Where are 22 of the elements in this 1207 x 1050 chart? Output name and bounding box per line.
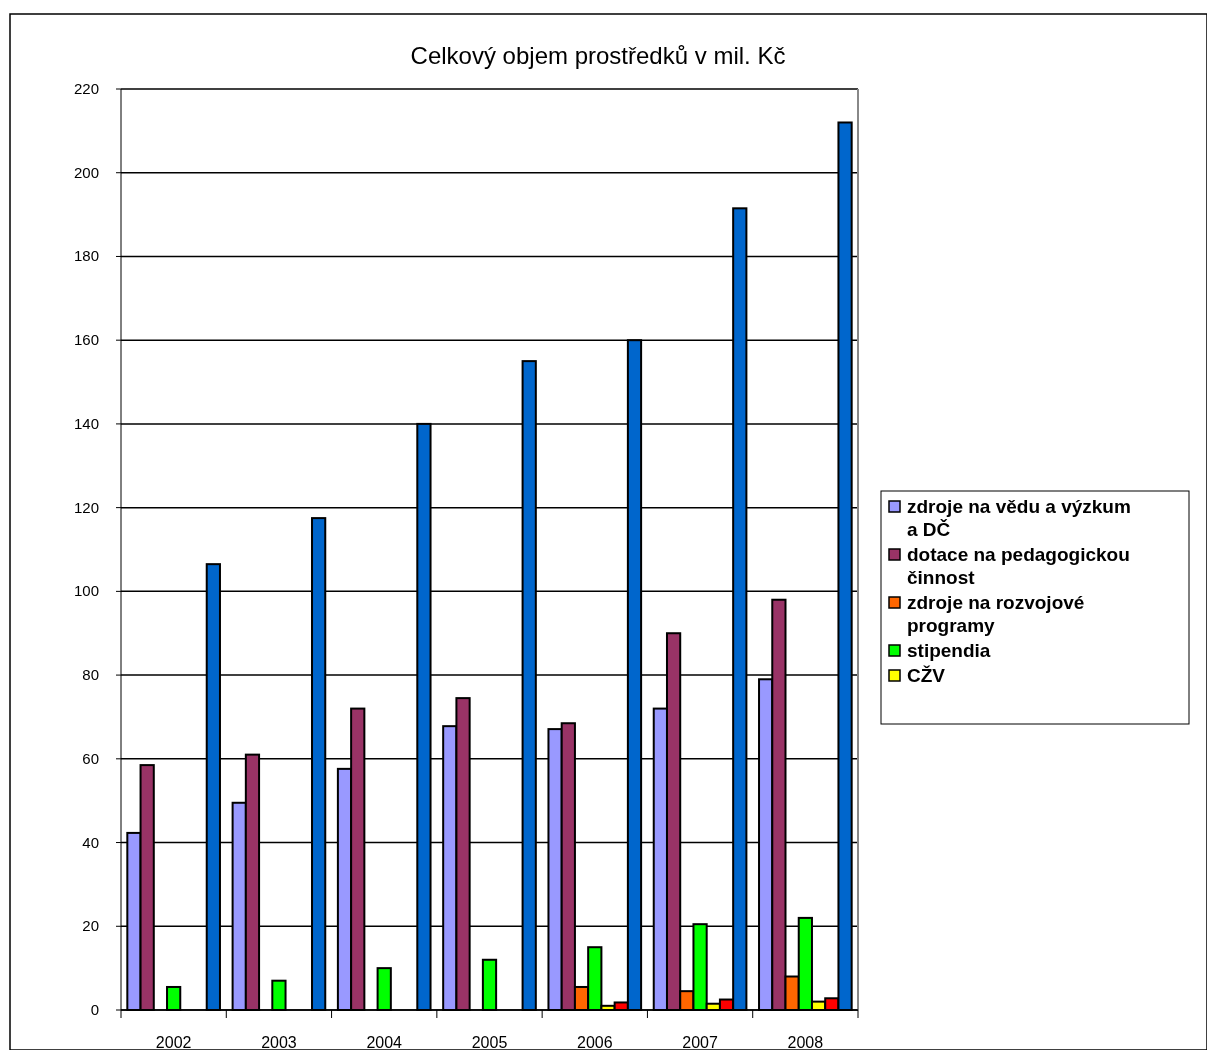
y-tick-label: 180 xyxy=(73,247,99,265)
y-tick-label: 220 xyxy=(73,80,99,97)
x-tick-label: 2008 xyxy=(787,1034,824,1050)
y-tick-label: 60 xyxy=(82,749,99,767)
x-tick-label: 2003 xyxy=(261,1034,297,1050)
x-tick-label: 2006 xyxy=(576,1034,613,1050)
legend-label: stipendia xyxy=(907,640,991,661)
y-tick-label: 80 xyxy=(82,666,99,684)
y-tick-label: 100 xyxy=(73,582,99,600)
x-tick-label: 2007 xyxy=(682,1034,718,1050)
chart-title: Celkový objem prostředků v mil. Kč xyxy=(410,42,786,69)
y-tick-label: 20 xyxy=(82,917,99,935)
y-tick-label: 200 xyxy=(73,163,99,181)
x-tick-label: 2002 xyxy=(155,1034,192,1050)
y-tick-label: 160 xyxy=(73,331,99,349)
legend-label: CŽV xyxy=(907,665,946,686)
y-tick-label: 0 xyxy=(90,1001,99,1018)
y-tick-label: 120 xyxy=(73,498,99,516)
y-tick-label: 40 xyxy=(82,833,99,851)
x-tick-label: 2004 xyxy=(366,1034,403,1050)
x-tick-label: 2005 xyxy=(471,1034,508,1050)
y-tick-label: 140 xyxy=(73,414,99,432)
